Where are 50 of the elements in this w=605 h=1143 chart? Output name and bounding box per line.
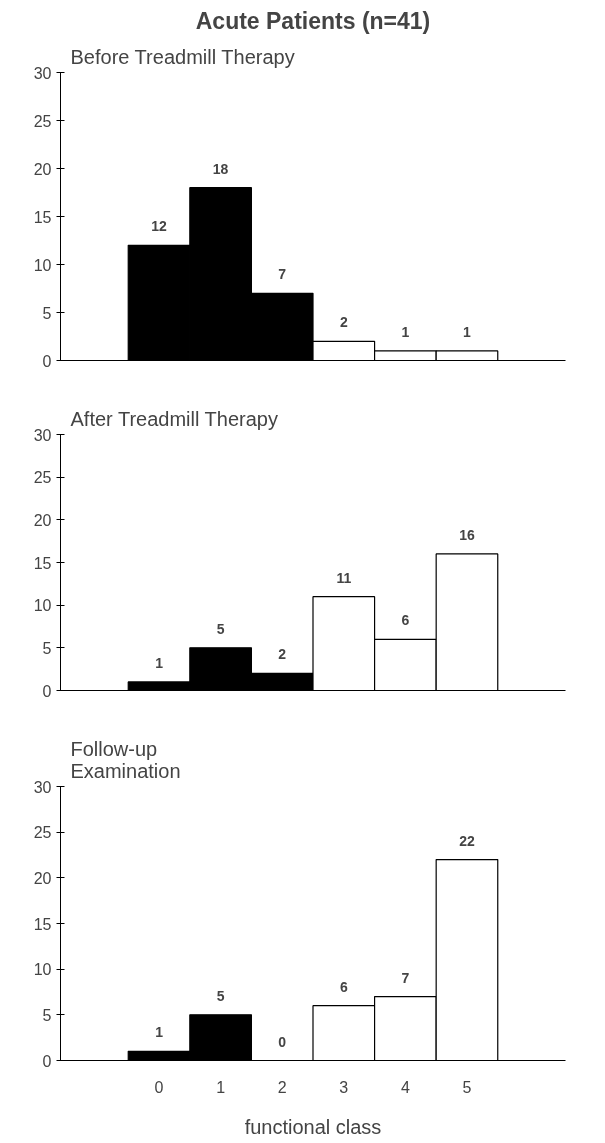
x-tick-label: 4 [400, 1078, 410, 1096]
x-tick-label: 0 [154, 1078, 164, 1096]
chart-subtitle: Before Treadmill Therapy [70, 45, 295, 68]
chart-title: Acute Patients (n=41) [195, 7, 431, 34]
y-tick-label: 10 [33, 256, 52, 274]
y-tick-label: 0 [42, 1052, 52, 1070]
data-label: 2 [339, 314, 348, 331]
data-label: 7 [401, 969, 410, 986]
y-tick-label: 30 [33, 426, 52, 444]
y-tick-label: 0 [42, 352, 52, 370]
x-tick-label: 1 [216, 1078, 226, 1096]
y-tick-label: 30 [33, 778, 52, 796]
x-axis-title: functional class [244, 1115, 382, 1138]
y-tick-label: 5 [42, 304, 52, 322]
data-label: 1 [401, 323, 410, 340]
data-label: 16 [459, 526, 475, 543]
y-tick-label: 5 [42, 1006, 52, 1024]
y-tick-label: 30 [33, 64, 52, 82]
data-label: 22 [459, 832, 475, 849]
y-tick-label: 25 [33, 469, 52, 487]
data-label: 1 [155, 654, 164, 671]
data-label: 0 [278, 1033, 287, 1050]
y-tick-label: 25 [33, 824, 52, 842]
chart-title: Follow-up Examination [70, 737, 181, 782]
data-label: 18 [212, 160, 229, 177]
y-tick-label: 20 [33, 160, 52, 178]
y-tick-label: 15 [33, 208, 52, 226]
data-label: 12 [151, 218, 168, 235]
x-tick-label: 3 [339, 1078, 349, 1096]
data-label: 2 [278, 646, 287, 663]
x-tick-label: 5 [462, 1078, 472, 1096]
y-tick-label: 20 [33, 869, 52, 887]
y-tick-label: 5 [42, 639, 52, 657]
data-label: 6 [401, 612, 410, 629]
chart-title: After Treadmill Therapy [70, 407, 278, 430]
data-label: 11 [336, 569, 352, 586]
y-tick-label: 15 [33, 554, 52, 572]
data-label: 1 [155, 1024, 164, 1041]
data-label: 6 [339, 978, 348, 995]
x-tick-label: 2 [277, 1078, 287, 1096]
y-tick-label: 20 [33, 511, 52, 529]
data-label: 7 [278, 266, 287, 283]
y-tick-label: 10 [33, 961, 52, 979]
y-tick-label: 25 [33, 112, 52, 130]
y-tick-label: 10 [33, 597, 52, 615]
data-label: 1 [463, 323, 472, 340]
data-label: 5 [216, 987, 225, 1004]
y-tick-label: 15 [33, 915, 52, 933]
data-label: 5 [216, 620, 225, 637]
y-tick-label: 0 [42, 682, 52, 700]
